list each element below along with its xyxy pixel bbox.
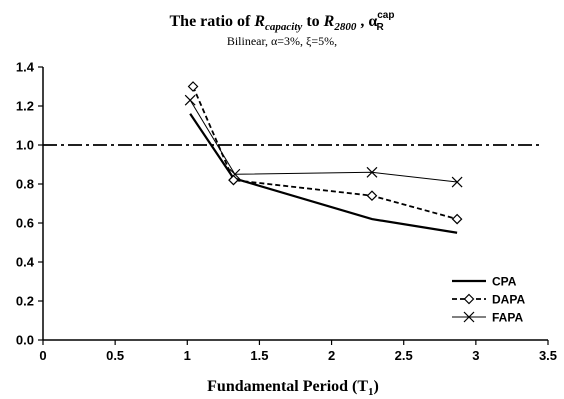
data-point-x xyxy=(184,94,196,106)
x-tick-label: 2 xyxy=(328,348,335,363)
data-point-diamond xyxy=(451,213,463,225)
legend-label-fapa: FAPA xyxy=(492,311,523,325)
title-r2-sub: 2800 xyxy=(333,21,357,33)
series-line-fapa xyxy=(189,99,458,183)
y-tick-label: 0.4 xyxy=(16,255,35,270)
x-tick-label: 3 xyxy=(472,348,479,363)
data-point-x xyxy=(229,168,241,180)
x-tick-label: 0.5 xyxy=(106,348,124,363)
x-axis-label-text: Fundamental Period (T xyxy=(207,378,368,395)
data-point-x-stroke xyxy=(463,311,475,323)
data-point-diamond xyxy=(187,81,199,92)
x-tick-label: 3.5 xyxy=(539,348,557,363)
chart-subtitle: Bilinear, α=3%, ξ=5%, xyxy=(227,34,337,48)
y-tick-label: 0.6 xyxy=(16,216,34,231)
title-alpha: α xyxy=(368,13,377,30)
data-point-diamond xyxy=(366,190,378,202)
series-group xyxy=(184,81,463,234)
y-tick-label: 1.2 xyxy=(16,99,34,114)
title-prefix: The ratio of xyxy=(170,13,255,30)
series-line-cpa xyxy=(189,113,458,234)
data-point-x xyxy=(451,176,463,188)
legend: CPA DAPA FAPA xyxy=(452,275,525,325)
y-tick-label: 1.4 xyxy=(16,60,35,75)
data-point-x xyxy=(366,166,378,178)
data-point-diamond xyxy=(463,293,475,305)
x-axis-label-close: ) xyxy=(374,378,379,395)
title-alpha-sub: R xyxy=(376,22,384,33)
data-point-diamond xyxy=(228,174,239,186)
legend-label-cpa: CPA xyxy=(492,275,517,289)
x-tick-label: 1 xyxy=(184,348,191,363)
y-tick-label: 1.0 xyxy=(16,138,34,153)
x-tick-label: 0 xyxy=(39,348,46,363)
title-r1: R xyxy=(253,13,265,30)
data-point-x-stroke xyxy=(229,168,241,180)
x-axis-label: Fundamental Period (T1) xyxy=(207,378,379,398)
y-tick-label: 0.0 xyxy=(16,333,34,348)
data-point-x-stroke xyxy=(366,166,378,178)
x-axis-label-sub: 1 xyxy=(368,386,374,398)
title-r1-sub: capacity xyxy=(265,21,302,33)
legend-label-dapa: DAPA xyxy=(492,293,525,307)
y-tick-label: 0.2 xyxy=(16,294,34,309)
title-mid: to xyxy=(302,13,323,30)
data-point-x xyxy=(463,311,475,323)
axes: 0 0.5 1 1.5 2 2.5 3 3.5 0.0 0.2 0.4 0.6 0.8 1.0 1.2 1.4 xyxy=(16,60,557,364)
series-line-dapa xyxy=(192,86,458,220)
chart-title: The ratio of Rcapacity to R2800 , αcap R xyxy=(170,10,395,33)
data-point-x-stroke xyxy=(451,176,463,188)
x-tick-label: 1.5 xyxy=(250,348,268,363)
title-alpha-sup: cap xyxy=(377,10,394,21)
y-tick-label: 0.8 xyxy=(16,177,34,192)
title-sep: , xyxy=(356,13,368,30)
x-tick-label: 2.5 xyxy=(395,348,413,363)
data-point-x-stroke xyxy=(184,94,196,106)
title-r2: R xyxy=(323,13,335,30)
